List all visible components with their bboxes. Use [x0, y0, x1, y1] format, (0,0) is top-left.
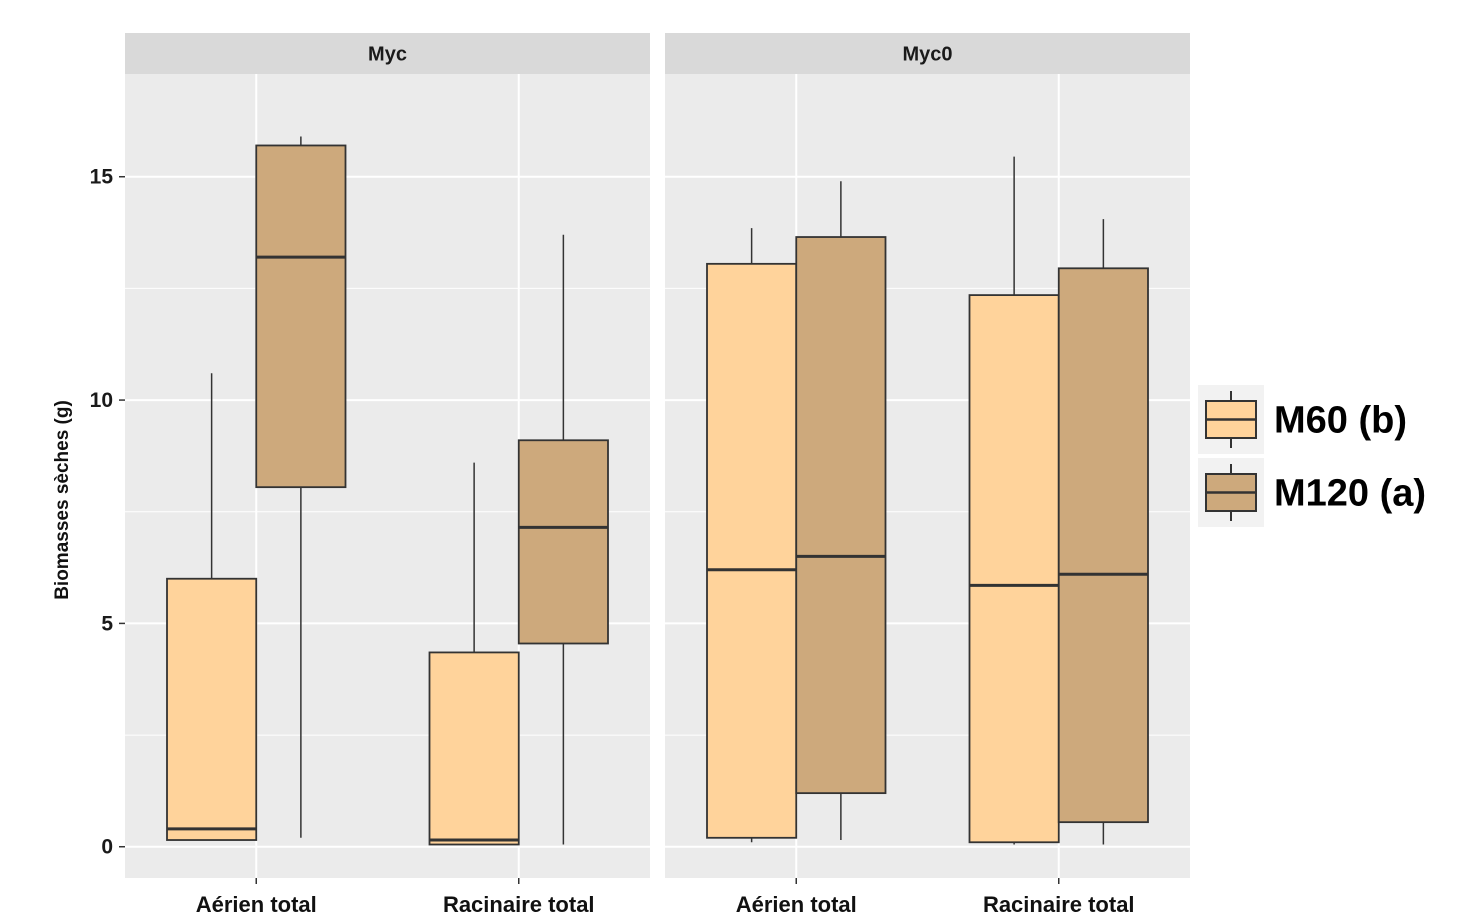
box-m120	[1057, 219, 1149, 845]
box-body	[428, 651, 520, 846]
box-m120	[255, 136, 347, 838]
box-body	[1057, 267, 1149, 824]
box-m120	[795, 181, 887, 841]
facet-myc0: Myc0 Aérien total Racinaire total	[665, 33, 1190, 917]
y-tick-label: 15	[90, 166, 114, 189]
y-tick-label: 0	[101, 836, 113, 859]
box-m60	[706, 228, 798, 843]
box-body	[795, 236, 887, 795]
x-tick-label: Aérien total	[736, 892, 857, 917]
box-body	[706, 262, 798, 839]
x-tick-label: Aérien total	[196, 892, 317, 917]
box-body	[255, 144, 347, 489]
y-axis-title: Biomasses sèches (g)	[52, 400, 73, 600]
box-body	[166, 577, 258, 841]
facet-strip-label: Myc0	[902, 44, 952, 66]
x-tick-label: Racinaire total	[443, 892, 595, 917]
legend-item-m120: M120 (a)	[1198, 458, 1426, 527]
facet-panels: Myc Aérien total Racinaire total Myc0 Aérien…	[125, 33, 1190, 917]
y-tick-label: 5	[101, 612, 113, 635]
legend-label: M120 (a)	[1274, 473, 1426, 515]
box-m120	[517, 234, 609, 845]
y-axis: 0 5 10 15	[90, 166, 125, 859]
box-m60	[968, 156, 1060, 845]
facet-strip-label: Myc	[368, 44, 407, 66]
facet-strip	[665, 33, 1190, 74]
legend: M60 (b) M120 (a)	[1198, 385, 1426, 527]
legend-label: M60 (b)	[1274, 400, 1407, 442]
box-body	[968, 294, 1060, 844]
facet-myc: Myc Aérien total Racinaire total	[125, 33, 650, 917]
box-body	[517, 439, 609, 645]
facet-strip	[125, 33, 650, 74]
box-m60	[166, 373, 258, 841]
y-tick-label: 10	[90, 389, 113, 412]
box-m60	[428, 462, 520, 846]
x-tick-label: Racinaire total	[983, 892, 1135, 917]
legend-item-m60: M60 (b)	[1198, 385, 1407, 454]
